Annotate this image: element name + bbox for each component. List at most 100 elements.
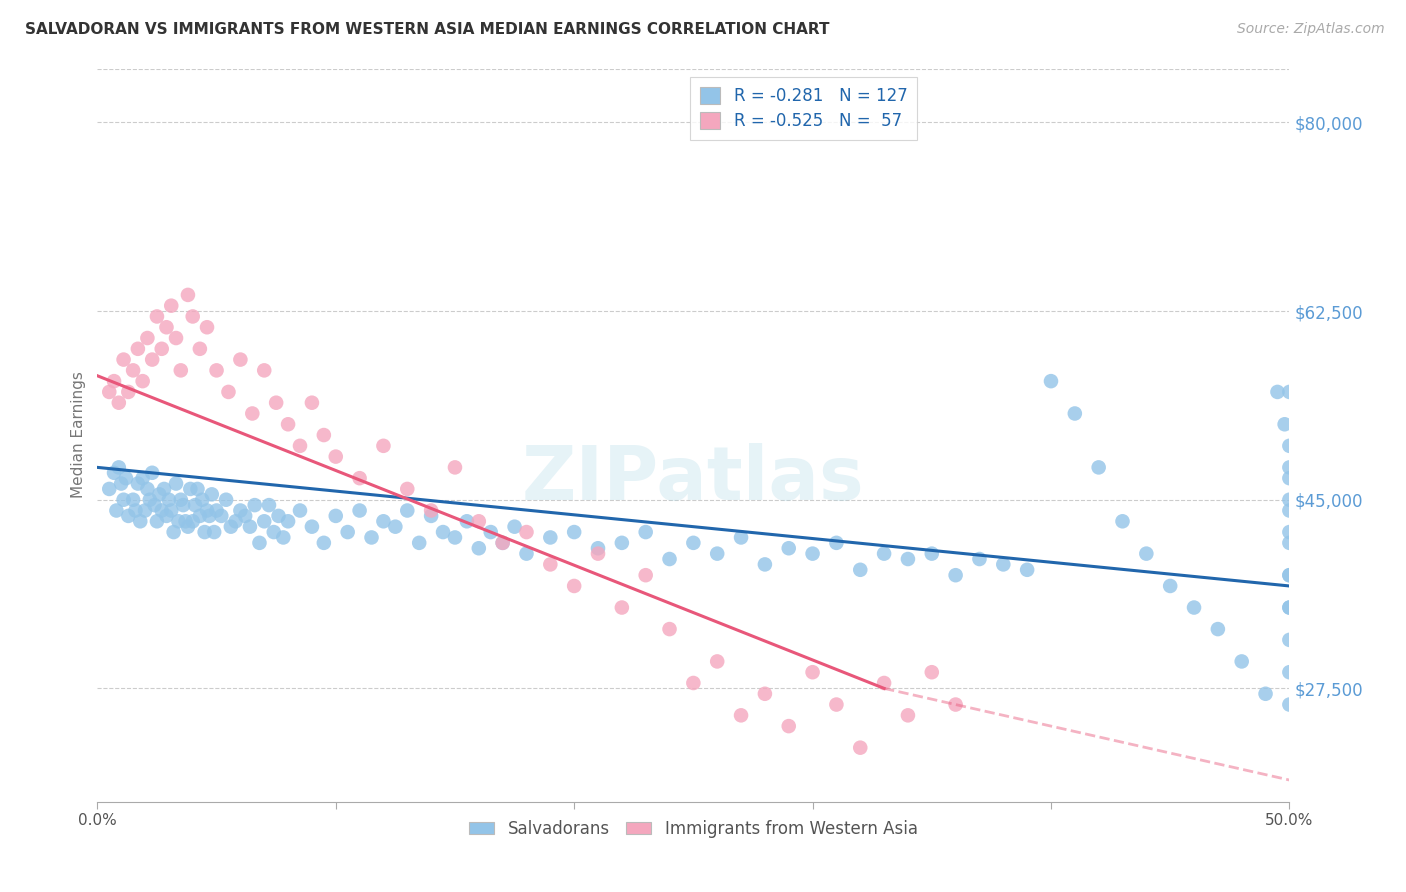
Point	[1278, 632, 1301, 647]
Point	[205, 363, 228, 377]
Point	[155, 508, 177, 523]
Point	[229, 503, 252, 517]
Point	[754, 687, 776, 701]
Point	[288, 439, 311, 453]
Point	[1278, 600, 1301, 615]
Point	[124, 503, 146, 517]
Point	[754, 558, 776, 572]
Point	[1111, 514, 1133, 528]
Point	[658, 622, 681, 636]
Point	[112, 352, 135, 367]
Point	[349, 503, 371, 517]
Point	[181, 514, 204, 528]
Point	[202, 524, 225, 539]
Point	[146, 310, 169, 324]
Point	[706, 655, 728, 669]
Point	[277, 514, 299, 528]
Point	[336, 524, 359, 539]
Point	[1254, 687, 1277, 701]
Point	[562, 579, 585, 593]
Point	[257, 498, 280, 512]
Y-axis label: Median Earnings: Median Earnings	[72, 372, 86, 499]
Point	[181, 310, 204, 324]
Point	[562, 524, 585, 539]
Point	[1182, 600, 1205, 615]
Point	[150, 342, 173, 356]
Point	[921, 547, 943, 561]
Point	[993, 558, 1015, 572]
Point	[1230, 655, 1253, 669]
Point	[849, 740, 872, 755]
Point	[325, 508, 347, 523]
Point	[325, 450, 347, 464]
Point	[105, 503, 128, 517]
Point	[492, 536, 515, 550]
Point	[801, 547, 824, 561]
Point	[184, 498, 207, 512]
Point	[468, 541, 491, 556]
Point	[1135, 547, 1157, 561]
Point	[143, 498, 166, 512]
Point	[1267, 384, 1289, 399]
Point	[153, 482, 176, 496]
Point	[312, 428, 335, 442]
Point	[706, 547, 728, 561]
Point	[921, 665, 943, 680]
Point	[420, 503, 443, 517]
Point	[1040, 374, 1063, 388]
Point	[273, 531, 295, 545]
Point	[165, 476, 187, 491]
Point	[396, 482, 419, 496]
Point	[503, 519, 526, 533]
Point	[188, 508, 211, 523]
Point	[174, 514, 197, 528]
Point	[1278, 665, 1301, 680]
Point	[610, 536, 633, 550]
Point	[263, 524, 285, 539]
Legend: Salvadorans, Immigrants from Western Asia: Salvadorans, Immigrants from Western Asi…	[463, 814, 924, 845]
Point	[420, 508, 443, 523]
Text: ZIPatlas: ZIPatlas	[522, 442, 865, 516]
Point	[177, 519, 200, 533]
Point	[432, 524, 454, 539]
Point	[897, 552, 920, 566]
Point	[172, 498, 194, 512]
Point	[801, 665, 824, 680]
Point	[1278, 524, 1301, 539]
Point	[384, 519, 406, 533]
Point	[1278, 384, 1301, 399]
Point	[873, 547, 896, 561]
Point	[778, 719, 800, 733]
Point	[288, 503, 311, 517]
Point	[131, 374, 153, 388]
Point	[103, 374, 125, 388]
Point	[160, 503, 183, 517]
Point	[240, 407, 263, 421]
Point	[492, 536, 515, 550]
Point	[253, 514, 276, 528]
Point	[136, 331, 159, 345]
Point	[188, 342, 211, 356]
Point	[98, 384, 121, 399]
Point	[195, 503, 218, 517]
Point	[682, 676, 704, 690]
Point	[239, 519, 262, 533]
Point	[1278, 568, 1301, 582]
Point	[150, 503, 173, 517]
Point	[163, 524, 186, 539]
Point	[205, 503, 228, 517]
Point	[127, 342, 149, 356]
Point	[1087, 460, 1109, 475]
Point	[1063, 407, 1085, 421]
Point	[112, 492, 135, 507]
Point	[141, 466, 163, 480]
Point	[108, 460, 131, 475]
Point	[218, 384, 240, 399]
Point	[1278, 568, 1301, 582]
Point	[479, 524, 502, 539]
Point	[201, 487, 224, 501]
Point	[131, 471, 153, 485]
Point	[849, 563, 872, 577]
Point	[586, 547, 609, 561]
Point	[110, 476, 132, 491]
